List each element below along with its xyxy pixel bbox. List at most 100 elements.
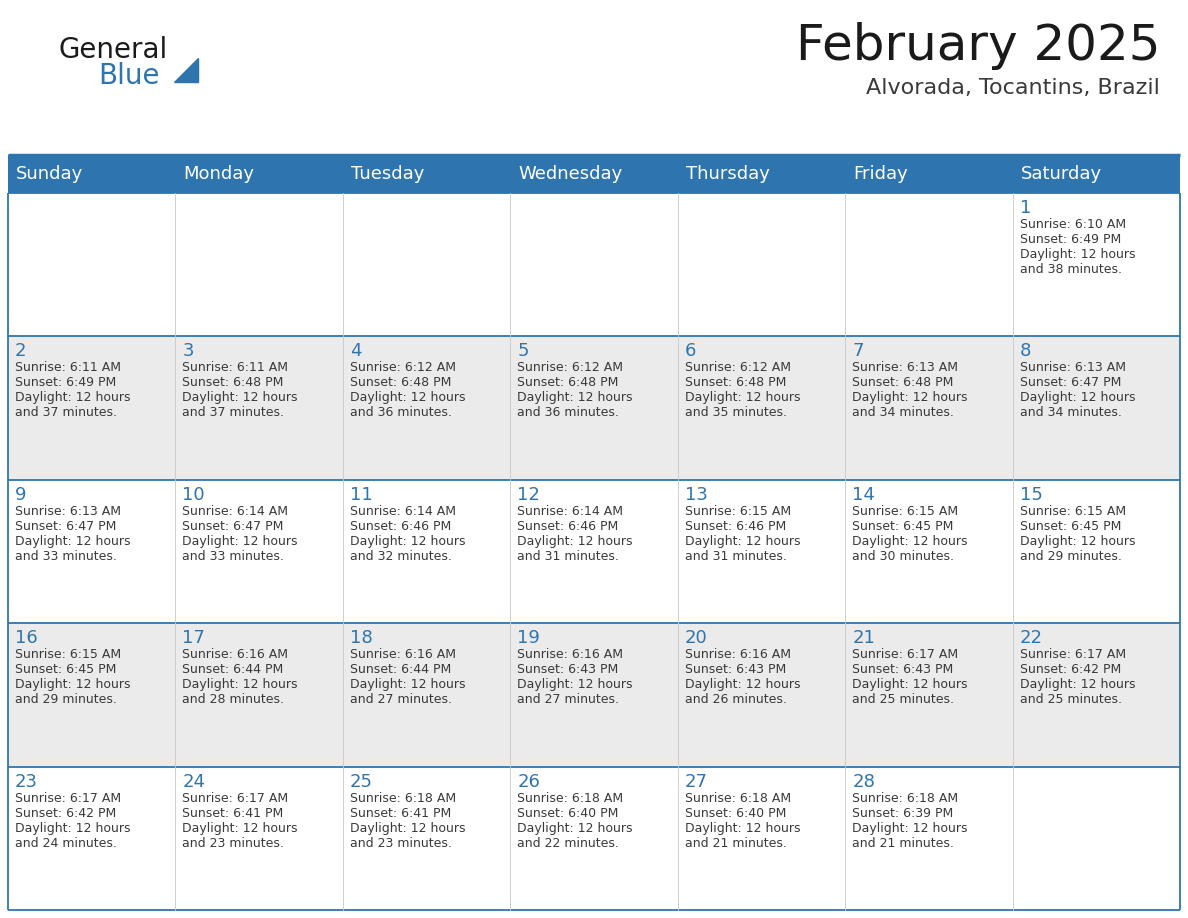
Text: Sunset: 6:39 PM: Sunset: 6:39 PM [852,807,954,820]
Bar [343,767,511,910]
Bar [677,193,845,336]
Text: Sunset: 6:41 PM: Sunset: 6:41 PM [349,807,451,820]
Text: Sunset: 6:46 PM: Sunset: 6:46 PM [349,520,451,532]
Text: Sunset: 6:48 PM: Sunset: 6:48 PM [183,376,284,389]
Text: Sunrise: 6:13 AM: Sunrise: 6:13 AM [15,505,121,518]
Text: and 25 minutes.: and 25 minutes. [852,693,954,706]
Text: 27: 27 [684,773,708,790]
Bar [511,480,677,623]
Text: Sunset: 6:42 PM: Sunset: 6:42 PM [1019,663,1120,677]
Text: Sunrise: 6:16 AM: Sunrise: 6:16 AM [517,648,624,661]
Text: Sunset: 6:47 PM: Sunset: 6:47 PM [183,520,284,532]
Text: 21: 21 [852,629,876,647]
Text: Sunset: 6:48 PM: Sunset: 6:48 PM [349,376,451,389]
Text: and 25 minutes.: and 25 minutes. [1019,693,1121,706]
Text: and 28 minutes.: and 28 minutes. [183,693,284,706]
Text: and 34 minutes.: and 34 minutes. [1019,407,1121,420]
Text: 18: 18 [349,629,373,647]
Text: Sunrise: 6:17 AM: Sunrise: 6:17 AM [1019,648,1126,661]
Text: Sunset: 6:47 PM: Sunset: 6:47 PM [1019,376,1121,389]
Text: Sunrise: 6:18 AM: Sunrise: 6:18 AM [684,791,791,804]
Bar [176,336,343,480]
Text: and 26 minutes.: and 26 minutes. [684,693,786,706]
Text: Daylight: 12 hours: Daylight: 12 hours [15,391,131,405]
Text: 15: 15 [1019,486,1042,504]
Text: Daylight: 12 hours: Daylight: 12 hours [517,678,633,691]
Text: 6: 6 [684,342,696,361]
Polygon shape [173,58,198,82]
Text: Sunrise: 6:12 AM: Sunrise: 6:12 AM [349,362,456,375]
Bar [1012,336,1180,480]
Text: Sunset: 6:43 PM: Sunset: 6:43 PM [517,663,619,677]
Text: 12: 12 [517,486,541,504]
Text: Sunrise: 6:14 AM: Sunrise: 6:14 AM [183,505,289,518]
Text: Daylight: 12 hours: Daylight: 12 hours [183,391,298,405]
Text: and 36 minutes.: and 36 minutes. [349,407,451,420]
Text: 25: 25 [349,773,373,790]
Bar [176,623,343,767]
Text: and 21 minutes.: and 21 minutes. [684,836,786,849]
Text: Daylight: 12 hours: Daylight: 12 hours [1019,678,1135,691]
Text: 23: 23 [15,773,38,790]
Text: Friday: Friday [853,165,908,183]
Text: Sunset: 6:48 PM: Sunset: 6:48 PM [684,376,786,389]
Text: 24: 24 [183,773,206,790]
Bar [677,623,845,767]
Text: and 34 minutes.: and 34 minutes. [852,407,954,420]
Text: and 38 minutes.: and 38 minutes. [1019,263,1121,276]
Text: Daylight: 12 hours: Daylight: 12 hours [852,535,968,548]
Text: 28: 28 [852,773,876,790]
Text: Daylight: 12 hours: Daylight: 12 hours [684,391,801,405]
Text: Daylight: 12 hours: Daylight: 12 hours [1019,391,1135,405]
Text: Sunset: 6:47 PM: Sunset: 6:47 PM [15,520,116,532]
Bar [343,623,511,767]
Text: Sunset: 6:46 PM: Sunset: 6:46 PM [684,520,786,532]
Text: Tuesday: Tuesday [350,165,424,183]
Text: 16: 16 [15,629,38,647]
Text: Saturday: Saturday [1020,165,1101,183]
Text: Sunrise: 6:18 AM: Sunrise: 6:18 AM [517,791,624,804]
Bar [1012,767,1180,910]
Text: 13: 13 [684,486,708,504]
Text: and 21 minutes.: and 21 minutes. [852,836,954,849]
Bar [176,480,343,623]
Text: 10: 10 [183,486,206,504]
Text: Sunset: 6:45 PM: Sunset: 6:45 PM [15,663,116,677]
Text: Daylight: 12 hours: Daylight: 12 hours [15,535,131,548]
Text: 7: 7 [852,342,864,361]
Text: and 35 minutes.: and 35 minutes. [684,407,786,420]
Text: Sunrise: 6:15 AM: Sunrise: 6:15 AM [852,505,959,518]
Bar [845,767,1012,910]
Text: and 33 minutes.: and 33 minutes. [15,550,116,563]
Text: Daylight: 12 hours: Daylight: 12 hours [684,535,801,548]
Text: Daylight: 12 hours: Daylight: 12 hours [349,678,466,691]
Text: Daylight: 12 hours: Daylight: 12 hours [183,678,298,691]
Text: and 29 minutes.: and 29 minutes. [1019,550,1121,563]
Text: 2: 2 [15,342,26,361]
Text: February 2025: February 2025 [796,22,1159,70]
Text: Sunrise: 6:16 AM: Sunrise: 6:16 AM [684,648,791,661]
Text: Sunrise: 6:17 AM: Sunrise: 6:17 AM [183,791,289,804]
Text: Sunset: 6:49 PM: Sunset: 6:49 PM [15,376,116,389]
Text: Sunset: 6:48 PM: Sunset: 6:48 PM [852,376,954,389]
Text: and 23 minutes.: and 23 minutes. [349,836,451,849]
Text: Sunset: 6:46 PM: Sunset: 6:46 PM [517,520,619,532]
Text: Daylight: 12 hours: Daylight: 12 hours [183,822,298,834]
Text: Sunset: 6:45 PM: Sunset: 6:45 PM [852,520,954,532]
Text: Sunrise: 6:18 AM: Sunrise: 6:18 AM [349,791,456,804]
Text: and 31 minutes.: and 31 minutes. [517,550,619,563]
Text: and 37 minutes.: and 37 minutes. [15,407,116,420]
Text: 26: 26 [517,773,541,790]
Text: Sunset: 6:49 PM: Sunset: 6:49 PM [1019,233,1120,246]
Text: Sunrise: 6:13 AM: Sunrise: 6:13 AM [1019,362,1125,375]
Text: and 33 minutes.: and 33 minutes. [183,550,284,563]
Bar [511,767,677,910]
Text: Sunrise: 6:16 AM: Sunrise: 6:16 AM [183,648,289,661]
Bar [176,767,343,910]
Text: Daylight: 12 hours: Daylight: 12 hours [1019,248,1135,261]
Text: Daylight: 12 hours: Daylight: 12 hours [852,391,968,405]
Bar [343,336,511,480]
Text: Wednesday: Wednesday [518,165,623,183]
Text: and 31 minutes.: and 31 minutes. [684,550,786,563]
Text: Sunset: 6:45 PM: Sunset: 6:45 PM [1019,520,1121,532]
